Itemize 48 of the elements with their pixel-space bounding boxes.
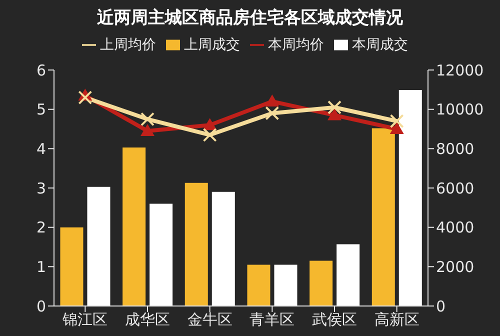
bar [150, 204, 173, 306]
point [328, 100, 342, 114]
x-tick-label: 武侯区 [312, 310, 357, 329]
y-tick-label: 0 [36, 297, 46, 316]
x-tick-label: 锦江区 [62, 310, 108, 329]
point [390, 114, 404, 128]
bar [336, 244, 360, 306]
bar [398, 90, 422, 306]
point [265, 94, 280, 106]
bar [122, 147, 146, 306]
point [140, 112, 154, 126]
y-tick-label: 2 [36, 218, 46, 237]
y-tick-label: 5 [36, 100, 46, 119]
y2-tick-label: 4000 [436, 218, 474, 237]
bar [247, 264, 270, 306]
legend-label: 上周均价 [100, 37, 156, 53]
bar [184, 182, 208, 306]
point [390, 122, 404, 134]
y2-tick-label: 0 [436, 297, 446, 316]
x-tick-label: 成华区 [125, 310, 170, 329]
bar [60, 227, 84, 306]
bar [310, 260, 333, 306]
y2-tick-label: 10000 [436, 100, 484, 119]
legend-label: 本周成交 [352, 37, 408, 53]
point [140, 124, 154, 136]
y2-tick-label: 6000 [436, 179, 474, 198]
bar [274, 264, 298, 306]
y2-tick-label: 12000 [436, 61, 484, 80]
y2-tick-label: 2000 [436, 258, 474, 276]
legend-label: 上周成交 [184, 37, 240, 53]
point [265, 106, 280, 120]
y-tick-label: 3 [36, 179, 46, 198]
chart-title: 近两周主城区商品房住宅各区域成交情况 [96, 7, 404, 30]
point [202, 128, 217, 142]
bar [87, 186, 110, 306]
x-tick-label: 青羊区 [250, 310, 295, 329]
bar [372, 128, 395, 306]
y2-tick-label: 8000 [436, 140, 474, 158]
legend-label: 本周均价 [268, 37, 324, 53]
point [78, 90, 92, 105]
y-tick-label: 6 [36, 61, 46, 80]
x-tick-label: 高新区 [374, 310, 420, 329]
y-tick-label: 4 [36, 140, 46, 158]
point [202, 118, 217, 130]
x-tick-label: 金牛区 [187, 310, 232, 329]
bar [212, 192, 235, 306]
y-tick-label: 1 [36, 258, 46, 276]
point [328, 108, 342, 120]
